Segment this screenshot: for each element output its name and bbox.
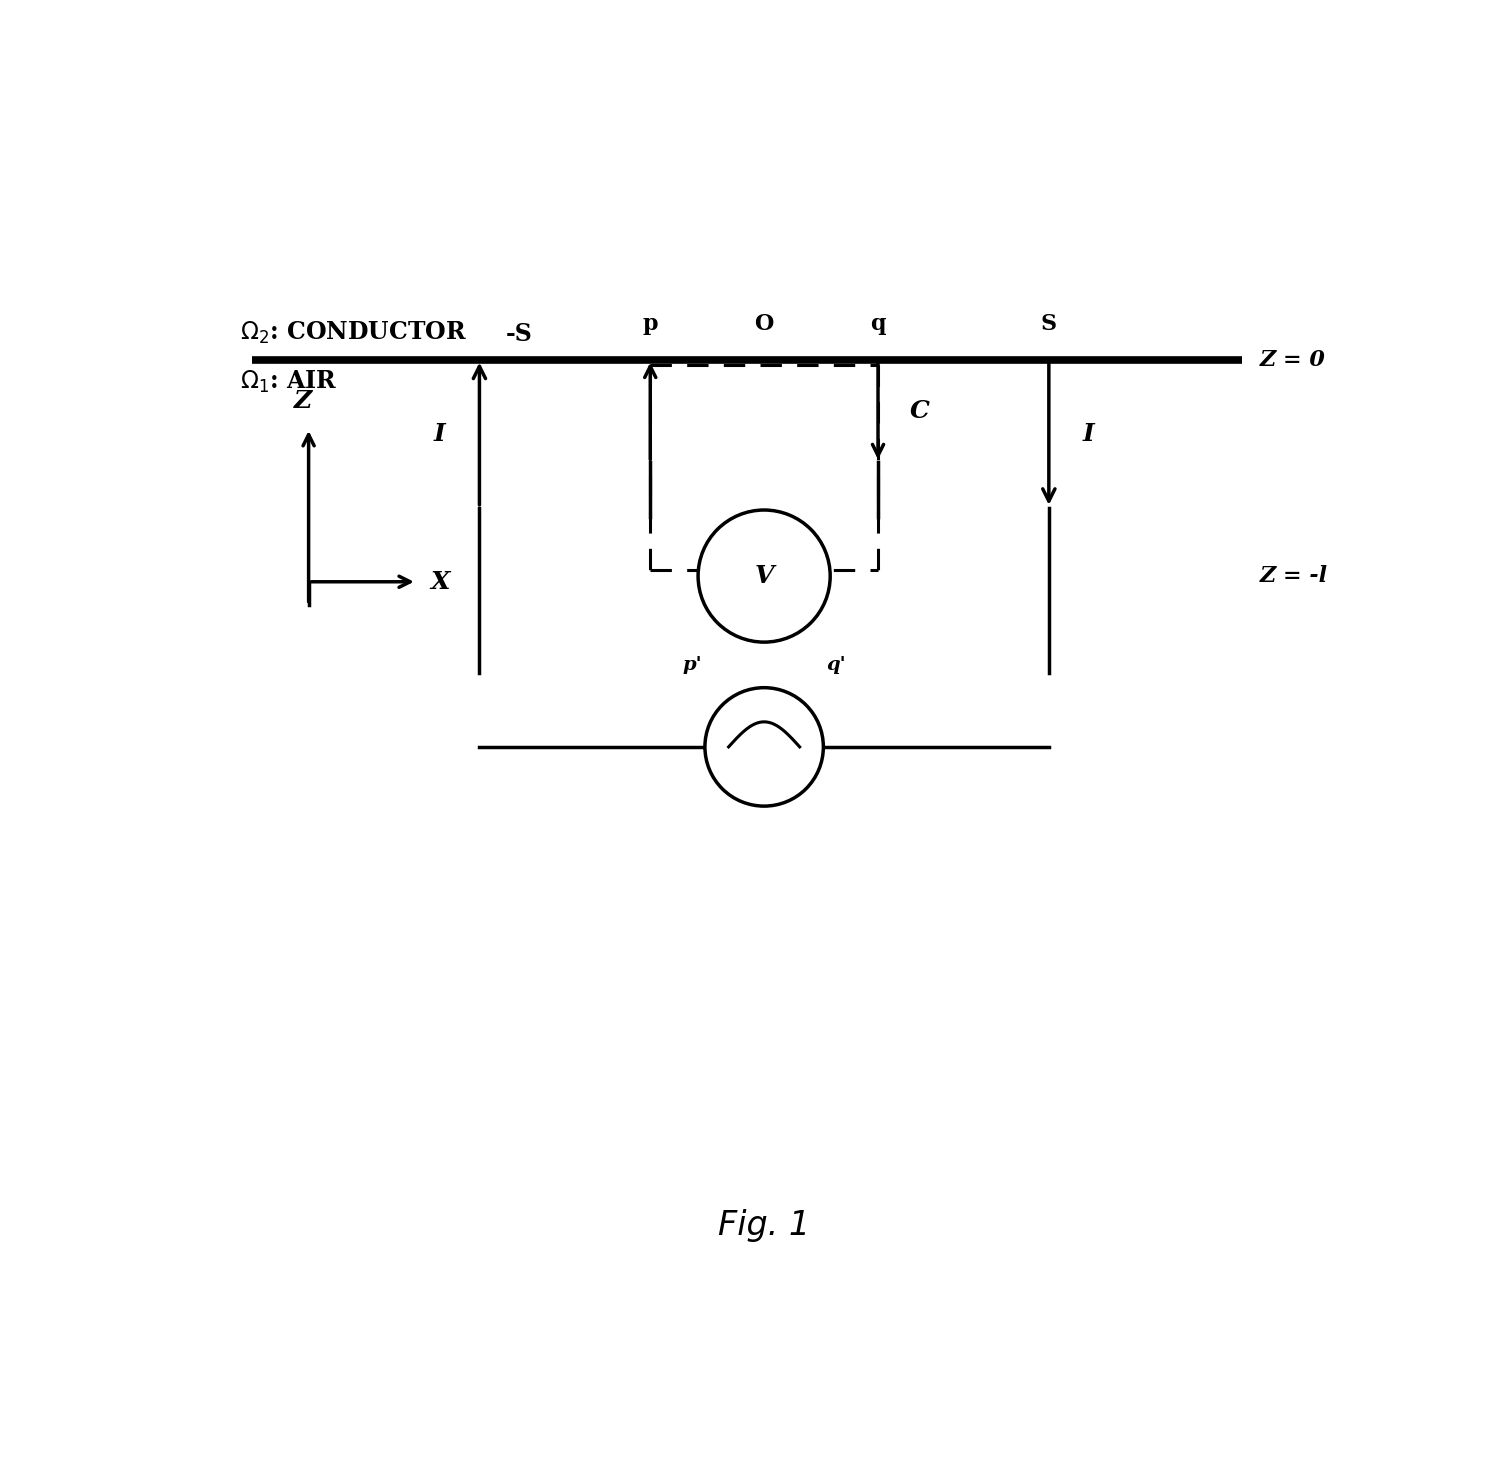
Text: Z: Z: [294, 389, 312, 413]
Circle shape: [698, 510, 830, 642]
Text: S: S: [1041, 312, 1057, 334]
Text: $\Omega_1$: AIR: $\Omega_1$: AIR: [240, 368, 338, 395]
Text: p': p': [683, 655, 702, 674]
Text: Z = -l: Z = -l: [1260, 565, 1327, 587]
Text: C: C: [910, 399, 930, 423]
Text: -S: -S: [505, 322, 532, 346]
Circle shape: [705, 688, 823, 806]
Text: q': q': [826, 655, 845, 674]
Text: X: X: [431, 569, 450, 593]
Text: Fig. 1: Fig. 1: [719, 1208, 810, 1242]
Text: O: O: [754, 312, 774, 334]
Text: I: I: [1082, 422, 1094, 445]
Text: I: I: [434, 422, 446, 445]
Text: Z = 0: Z = 0: [1260, 349, 1325, 371]
Text: p: p: [643, 312, 658, 334]
Text: q: q: [871, 312, 886, 334]
Text: V: V: [754, 563, 774, 589]
Text: $\Omega_2$: CONDUCTOR: $\Omega_2$: CONDUCTOR: [240, 319, 468, 346]
